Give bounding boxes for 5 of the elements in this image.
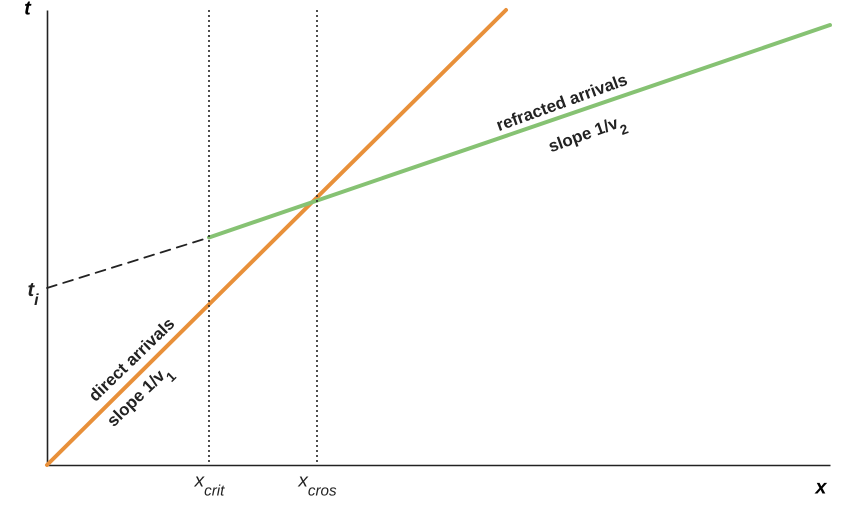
y-axis-title: t — [24, 0, 32, 20]
x-tick-label: x$_{cros}$ — [297, 470, 337, 499]
x-axis-title: x — [814, 476, 828, 498]
x-tick-label: x$_{crit}$ — [194, 470, 226, 499]
text: t$_{i}$ — [27, 279, 40, 308]
